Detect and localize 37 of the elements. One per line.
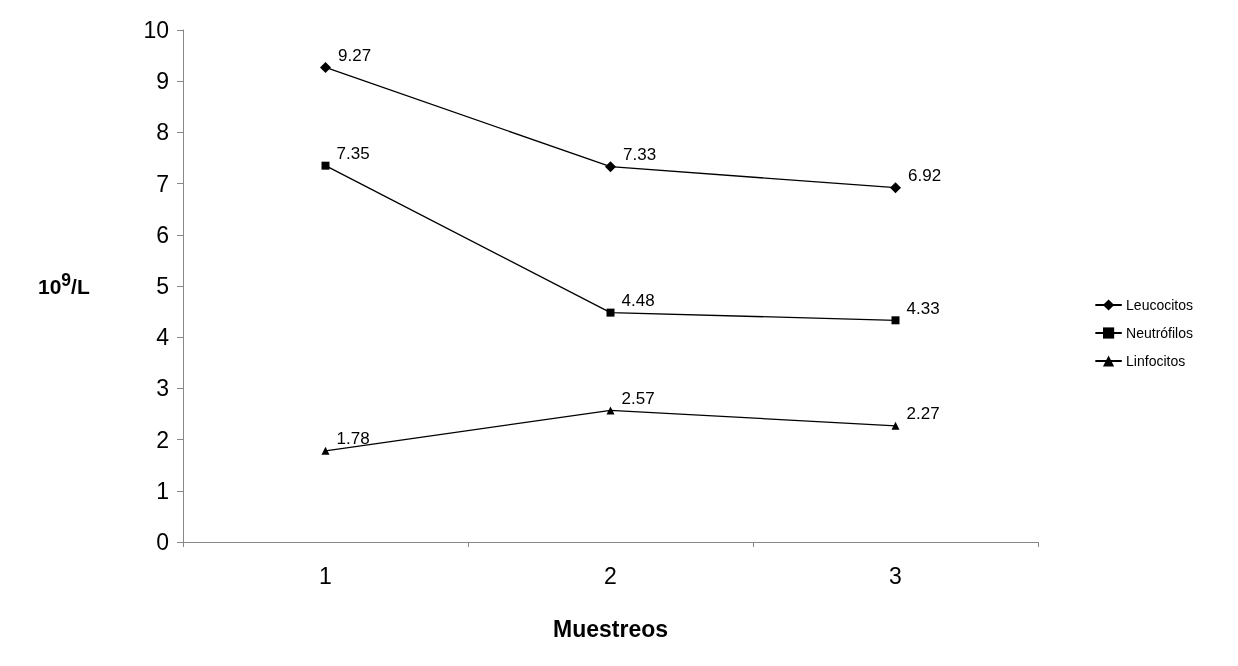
- y-tick-label: 10: [143, 17, 169, 43]
- point: [320, 61, 331, 73]
- point: [606, 406, 615, 415]
- x-tick-label: 2: [604, 562, 617, 589]
- y-tick-label: 2: [156, 426, 169, 453]
- y-tick-label: 4: [156, 324, 170, 351]
- legend-label: Neutrófilos: [1126, 325, 1193, 341]
- data-label: 4.48: [621, 291, 655, 311]
- y-tick-label: 7: [156, 170, 169, 197]
- legend-label: Leucocitos: [1126, 297, 1194, 313]
- data-label: 9.27: [338, 45, 372, 65]
- y-tick-label: 0: [156, 529, 169, 555]
- data-label: 7.35: [336, 144, 370, 164]
- point: [605, 161, 616, 173]
- y-tick-label: 9: [156, 68, 169, 95]
- x-tick-label: 1: [319, 562, 332, 589]
- data-label: 6.92: [908, 166, 942, 186]
- point: [606, 308, 615, 317]
- x-tick-label: 3: [889, 562, 902, 589]
- data-label: 4.33: [906, 298, 940, 318]
- data-label: 2.27: [906, 404, 940, 424]
- point: [890, 182, 901, 194]
- point: [891, 316, 900, 325]
- y-tick-label: 1: [156, 477, 169, 504]
- y-tick-label: 3: [156, 375, 169, 402]
- point: [891, 421, 900, 430]
- y-tick-label: 5: [156, 273, 169, 299]
- y-tick-label: 8: [156, 119, 169, 146]
- y-axis-title: 10$^{9}$/L: [38, 270, 90, 299]
- legend-label: Linfocitos: [1126, 353, 1186, 369]
- data-label: 7.33: [623, 145, 657, 165]
- point: [321, 446, 330, 455]
- data-label: 2.57: [621, 388, 655, 408]
- data-label: 1.78: [336, 429, 370, 449]
- x-axis-title: Muestreos: [552, 615, 669, 642]
- point: [321, 161, 330, 170]
- y-tick-label: 6: [156, 221, 169, 248]
